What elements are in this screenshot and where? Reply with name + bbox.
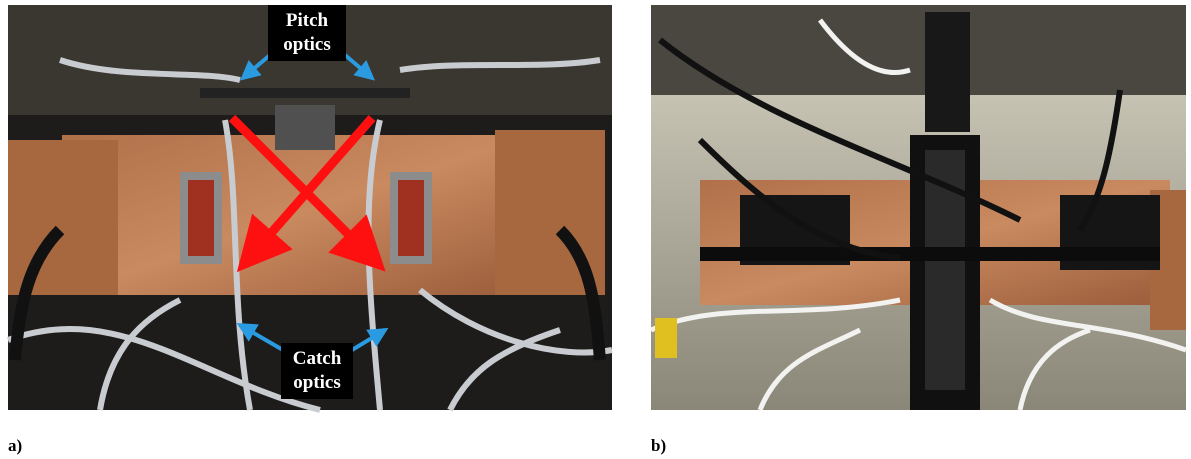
- panel-label: b): [651, 436, 667, 455]
- photo-b: [650, 5, 1187, 411]
- photo-a: [6, 5, 613, 413]
- catch-optics-label: Catch optics: [281, 343, 353, 399]
- panel-label: a): [8, 436, 23, 455]
- pitch-optics-label: Pitch optics: [268, 5, 346, 61]
